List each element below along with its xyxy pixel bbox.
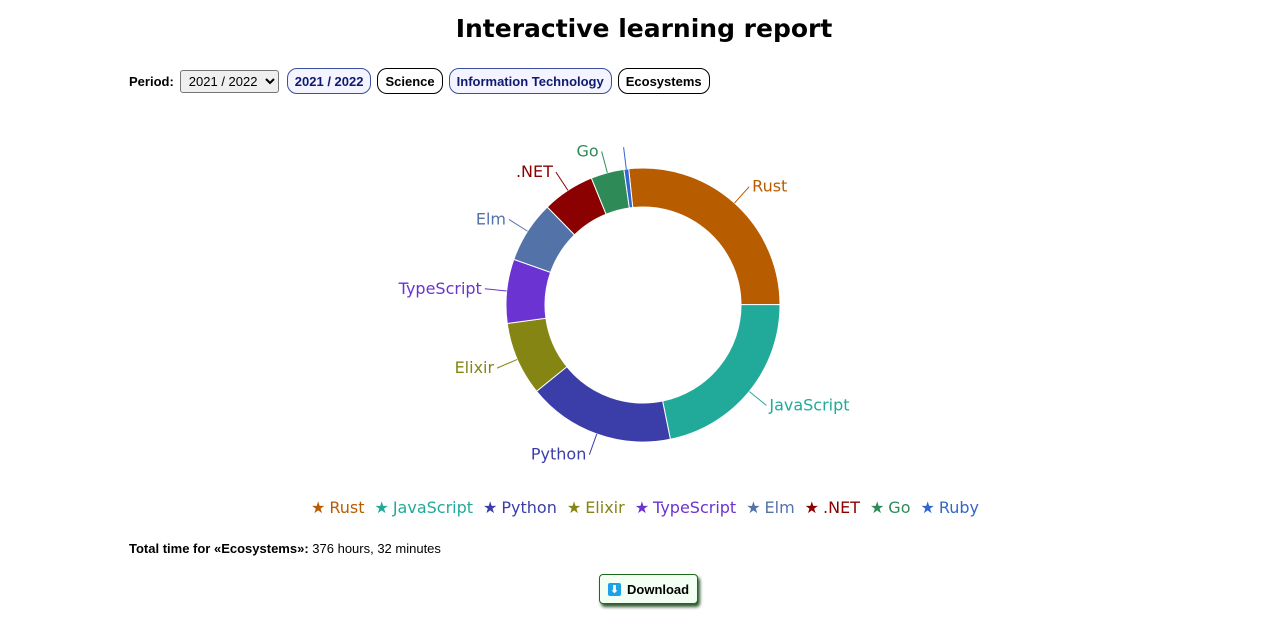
slice-label: Python bbox=[531, 445, 586, 464]
slice-label: JavaScript bbox=[768, 395, 849, 414]
star-icon: ★ bbox=[746, 498, 761, 517]
legend-label: .NET bbox=[823, 498, 860, 517]
slice-label: Rust bbox=[752, 177, 787, 196]
legend-label: Elm bbox=[764, 498, 795, 517]
legend-label: Python bbox=[501, 498, 557, 517]
slice-label: .NET bbox=[516, 162, 553, 181]
legend-label: Elixir bbox=[585, 498, 625, 517]
legend-label: Rust bbox=[329, 498, 365, 517]
legend-item[interactable]: ★ Rust bbox=[311, 498, 365, 517]
legend-label: JavaScript bbox=[392, 498, 474, 517]
legend-item[interactable]: ★ Elixir bbox=[567, 498, 625, 517]
leader-line bbox=[601, 151, 608, 173]
star-icon: ★ bbox=[869, 498, 885, 517]
breadcrumb-science[interactable]: Science bbox=[377, 68, 443, 94]
chart-legend: ★ Rust ★ JavaScript ★ Python ★ Elixir ★ TypeScrip… bbox=[0, 498, 1280, 517]
period-label: Period: bbox=[129, 73, 174, 89]
leader-line bbox=[748, 391, 767, 406]
slice-label: Elixir bbox=[455, 358, 495, 377]
leader-line bbox=[484, 288, 507, 292]
legend-item[interactable]: ★ Ruby bbox=[920, 498, 979, 517]
breadcrumb-ecosystems[interactable]: Ecosystems bbox=[617, 68, 710, 94]
page-title: Interactive learning report bbox=[455, 14, 833, 43]
slice-python[interactable] bbox=[535, 366, 672, 443]
download-button[interactable]: ⬇ Download bbox=[599, 574, 699, 604]
leader-line bbox=[734, 186, 750, 204]
legend-item[interactable]: ★ .NET bbox=[805, 498, 860, 517]
slice-javascript[interactable] bbox=[662, 304, 781, 440]
legend-label: Go bbox=[888, 498, 911, 517]
breadcrumb-period[interactable]: 2021 / 2022 bbox=[286, 68, 372, 94]
legend-item[interactable]: ★ Python bbox=[483, 498, 557, 517]
star-icon: ★ bbox=[566, 498, 582, 517]
leader-line bbox=[496, 358, 518, 369]
legend-item[interactable]: ★ TypeScript bbox=[635, 498, 737, 517]
slice-ruby[interactable] bbox=[623, 168, 634, 209]
leader-line bbox=[588, 433, 598, 455]
period-select[interactable]: 2021 / 2022 bbox=[179, 69, 279, 93]
total-time-row: Total time for «Ecosystems»: 376 hours, … bbox=[129, 541, 441, 556]
legend-label: TypeScript bbox=[653, 498, 737, 517]
legend-item[interactable]: ★ JavaScript bbox=[374, 498, 473, 517]
legend-label: Ruby bbox=[938, 498, 979, 517]
star-icon: ★ bbox=[920, 498, 935, 517]
star-icon: ★ bbox=[634, 498, 650, 517]
leader-line bbox=[623, 147, 627, 170]
slice-label: Elm bbox=[476, 209, 506, 228]
download-icon: ⬇ bbox=[608, 582, 621, 596]
star-icon: ★ bbox=[310, 498, 326, 517]
star-icon: ★ bbox=[483, 498, 498, 517]
slice-label: TypeScript bbox=[398, 279, 482, 298]
period-filter-row: Period: 2021 / 2022 2021 / 2022 Science … bbox=[129, 68, 710, 94]
star-icon: ★ bbox=[804, 498, 820, 517]
breadcrumb-information-technology[interactable]: Information Technology bbox=[448, 68, 612, 94]
leader-line bbox=[508, 218, 528, 232]
legend-item[interactable]: ★ Go bbox=[870, 498, 911, 517]
download-label: Download bbox=[627, 581, 690, 597]
total-time-label: Total time for «Ecosystems»: bbox=[129, 541, 309, 556]
legend-item[interactable]: ★ Elm bbox=[746, 498, 794, 517]
leader-line bbox=[555, 171, 569, 191]
star-icon: ★ bbox=[374, 498, 389, 517]
total-time-value: 376 hours, 32 minutes bbox=[312, 541, 441, 556]
slice-label: Go bbox=[576, 141, 598, 160]
